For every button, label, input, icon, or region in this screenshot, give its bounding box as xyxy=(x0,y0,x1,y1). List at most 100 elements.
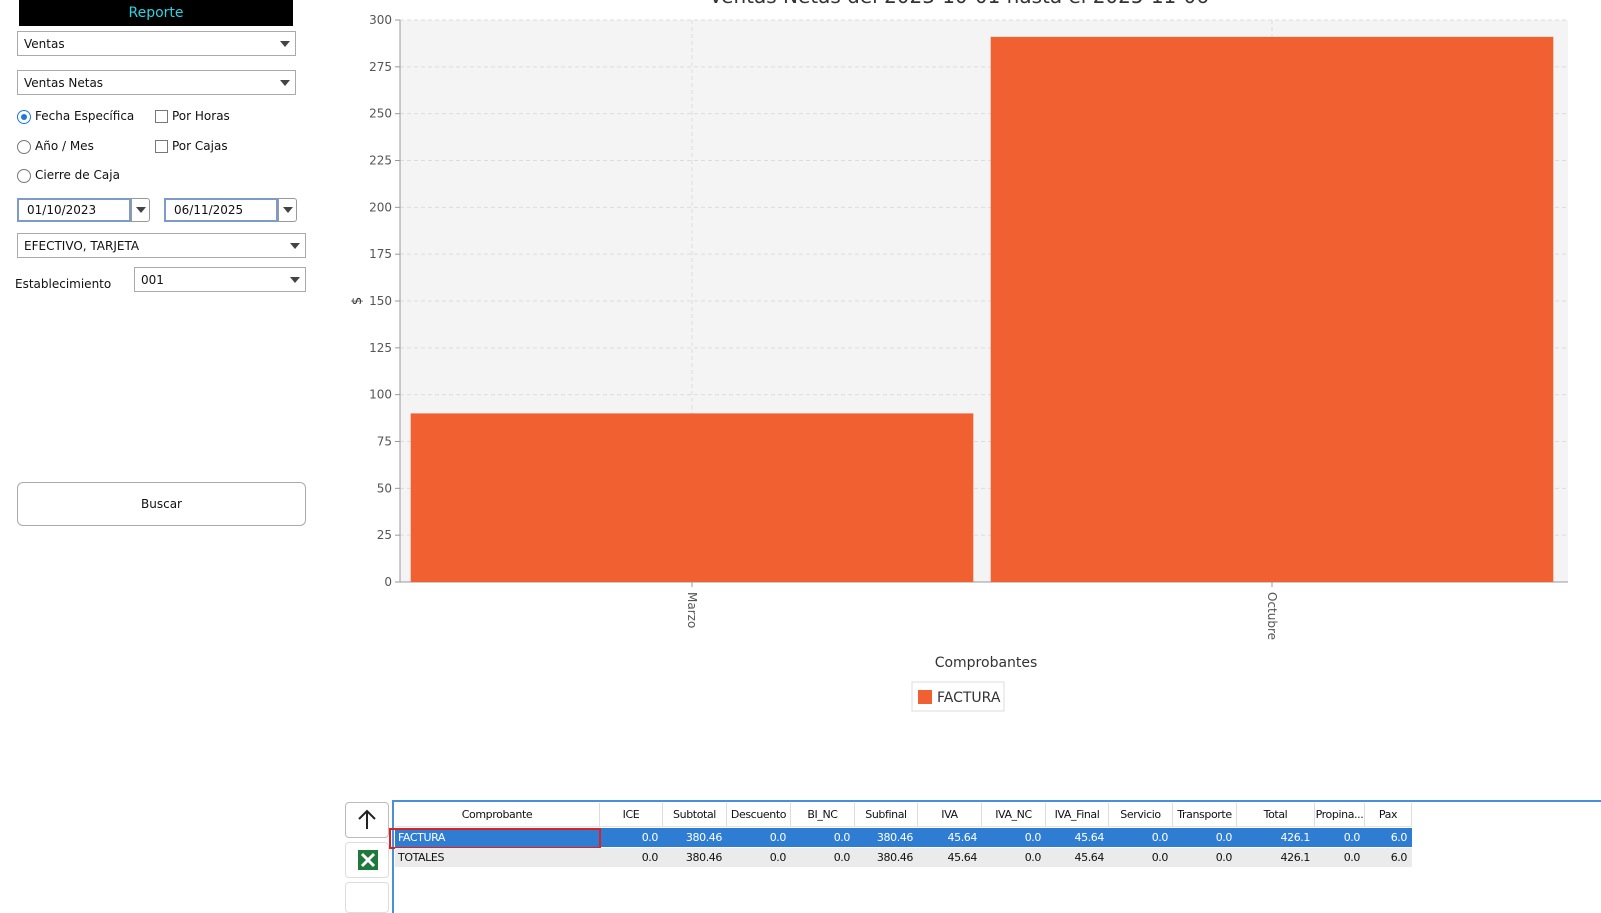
y-tick-label: 25 xyxy=(377,528,392,542)
chart-title: Ventas Netas del 2023-10-01 hasta el 202… xyxy=(709,0,1209,8)
table-cell: 380.46 xyxy=(876,851,913,864)
column-header[interactable]: Descuento xyxy=(727,803,791,827)
y-tick-label: 75 xyxy=(377,435,392,449)
table-cell: 6.0 xyxy=(1390,851,1408,864)
table-frame xyxy=(392,800,1601,913)
report-subtype-dropdown[interactable]: Ventas Netas xyxy=(17,70,296,95)
y-tick-label: 125 xyxy=(369,341,392,355)
column-header[interactable]: IVA xyxy=(918,803,982,827)
table-cell: 45.64 xyxy=(1074,851,1105,864)
date-picker-button[interactable] xyxy=(131,198,150,222)
y-tick-label: 250 xyxy=(369,107,392,121)
column-header[interactable]: Total xyxy=(1237,803,1315,827)
y-tick-label: 175 xyxy=(369,247,392,261)
radio[interactable] xyxy=(17,139,31,154)
table-cell: 45.64 xyxy=(947,851,978,864)
column-header[interactable]: Subtotal xyxy=(663,803,727,827)
checkbox[interactable] xyxy=(155,139,168,153)
y-tick-label: 100 xyxy=(369,388,392,402)
table-cell: 0.0 xyxy=(833,851,851,864)
y-tick-label: 275 xyxy=(369,60,392,74)
table-cell: 6.0 xyxy=(1390,831,1408,844)
column-header[interactable]: IVA_NC xyxy=(982,803,1046,827)
table-cell: 380.46 xyxy=(876,831,913,844)
date-picker-button[interactable] xyxy=(278,198,297,222)
table-cell: 0.0 xyxy=(641,851,659,864)
establishment-dropdown-value: 001 xyxy=(141,273,164,287)
dropdown-arrow xyxy=(280,80,290,86)
checkbox-label: Por Horas xyxy=(172,109,230,123)
column-header[interactable]: IVA_Final xyxy=(1046,803,1109,827)
table-cell: 0.0 xyxy=(833,831,851,844)
column-header[interactable]: Subfinal xyxy=(855,803,918,827)
report-type-dropdown[interactable]: Ventas xyxy=(17,31,296,56)
radio-dot xyxy=(21,114,27,120)
y-tick-label: 0 xyxy=(384,575,392,589)
column-header[interactable]: Comprobante xyxy=(395,803,600,827)
date-input[interactable]: 01/10/2023 xyxy=(17,198,131,222)
dropdown-arrow xyxy=(290,277,300,283)
report-header: Reporte xyxy=(19,0,293,26)
table-cell: 0.0 xyxy=(1024,831,1042,844)
y-tick-label: 150 xyxy=(369,294,392,308)
column-header[interactable]: Pax xyxy=(1365,803,1412,827)
table-cell: 0.0 xyxy=(1215,831,1233,844)
export-excel-button[interactable] xyxy=(345,842,389,878)
dropdown-arrow xyxy=(136,207,146,213)
report-type-dropdown-value: Ventas xyxy=(24,37,65,51)
radio[interactable] xyxy=(17,169,31,183)
radio[interactable] xyxy=(17,110,31,124)
dropdown-arrow xyxy=(290,243,300,249)
radio-label: Fecha Específica xyxy=(35,109,135,123)
x-tick-label: Marzo xyxy=(685,592,699,628)
x-tick-label: Octubre xyxy=(1265,592,1279,640)
column-header[interactable]: ICE xyxy=(600,803,663,827)
table-cell: 380.46 xyxy=(685,831,722,844)
up-arrow-icon xyxy=(358,809,376,829)
payment-dropdown-value: EFECTIVO, TARJETA xyxy=(24,239,140,253)
bar xyxy=(990,36,1554,583)
report-subtype-dropdown-value: Ventas Netas xyxy=(24,76,104,90)
payment-dropdown[interactable]: EFECTIVO, TARJETA xyxy=(17,233,306,258)
table-row[interactable] xyxy=(395,828,1412,847)
table-cell: 0.0 xyxy=(1151,831,1169,844)
legend-swatch xyxy=(918,690,932,704)
column-header[interactable]: Transporte xyxy=(1173,803,1237,827)
table-cell: 380.46 xyxy=(685,851,722,864)
table-cell: 45.64 xyxy=(947,831,978,844)
table-cell: 0.0 xyxy=(641,831,659,844)
table-cell: 0.0 xyxy=(1151,851,1169,864)
y-tick-label: 300 xyxy=(369,13,392,27)
table-cell: 426.1 xyxy=(1280,831,1311,844)
table-cell: 0.0 xyxy=(769,831,787,844)
date-input[interactable]: 06/11/2025 xyxy=(164,198,278,222)
checkbox[interactable] xyxy=(155,110,168,123)
table-cell: 0.0 xyxy=(1343,851,1361,864)
checkbox-label: Por Cajas xyxy=(172,138,228,153)
column-header[interactable]: BI_NC xyxy=(791,803,855,827)
selection-highlight xyxy=(389,828,601,849)
establishment-dropdown[interactable]: 001 xyxy=(134,267,306,292)
table-cell: 0.0 xyxy=(1343,831,1361,844)
legend-label: FACTURA xyxy=(937,690,1001,706)
radio-label: Cierre de Caja xyxy=(35,168,120,182)
radio-label: Año / Mes xyxy=(35,138,94,153)
scroll-top-button[interactable] xyxy=(345,802,389,838)
table-cell: 0.0 xyxy=(1024,851,1042,864)
search-button[interactable]: Buscar xyxy=(17,482,306,526)
table-cell: 0.0 xyxy=(1215,851,1233,864)
y-tick-label: 200 xyxy=(369,200,392,214)
table-cell: 426.1 xyxy=(1280,851,1311,864)
bar xyxy=(410,413,974,582)
tool-button[interactable] xyxy=(345,882,389,913)
y-tick-label: 225 xyxy=(369,154,392,168)
table-row[interactable] xyxy=(395,848,1412,867)
column-header[interactable]: Propina... xyxy=(1315,803,1365,827)
x-axis-label: Comprobantes xyxy=(935,655,1038,671)
establishment-label: Establecimiento xyxy=(15,277,112,291)
excel-icon xyxy=(358,850,378,870)
table-cell: 45.64 xyxy=(1074,831,1105,844)
column-header[interactable]: Servicio xyxy=(1109,803,1173,827)
